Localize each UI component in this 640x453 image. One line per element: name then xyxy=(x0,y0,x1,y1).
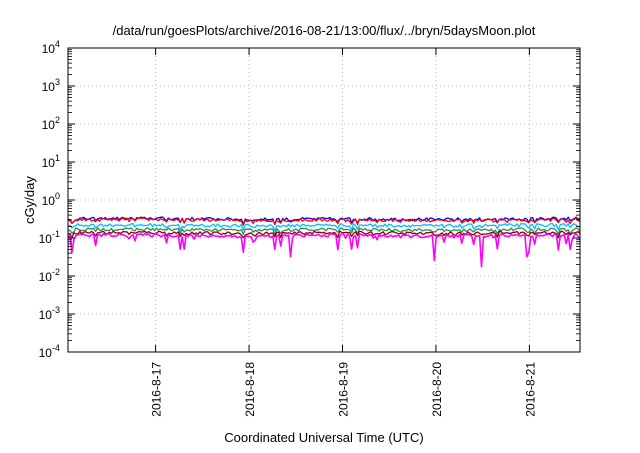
y-tick-exponent: 4 xyxy=(55,39,60,49)
y-tick-exponent: 0 xyxy=(55,191,60,201)
series-line xyxy=(67,227,581,236)
y-tick-exponent: -4 xyxy=(52,343,60,353)
grid xyxy=(68,48,580,352)
series-line xyxy=(67,217,581,226)
y-tick-exponent: 2 xyxy=(55,115,60,125)
y-tick-label: 10-1 xyxy=(39,229,60,246)
y-tick-exponent: -1 xyxy=(52,229,60,239)
y-tick-base: 10 xyxy=(42,42,56,56)
y-tick-base: 10 xyxy=(42,194,56,208)
series-line xyxy=(67,222,581,232)
y-tick-base: 10 xyxy=(42,80,56,94)
y-tick-label: 10-4 xyxy=(39,343,60,360)
y-tick-base: 10 xyxy=(42,156,56,170)
y-tick-label: 104 xyxy=(42,39,60,56)
y-tick-exponent: 3 xyxy=(55,77,60,87)
chart-title: /data/run/goesPlots/archive/2016-08-21/1… xyxy=(113,23,536,38)
y-tick-exponent: -3 xyxy=(52,305,60,315)
x-axis-label: Coordinated Universal Time (UTC) xyxy=(224,430,423,445)
x-tick-label: 2016-8-18 xyxy=(243,362,257,417)
y-tick-base: 10 xyxy=(42,118,56,132)
y-axis-label: cGy/day xyxy=(22,176,37,224)
y-tick-base: 10 xyxy=(39,308,53,322)
y-tick-label: 100 xyxy=(42,191,60,208)
y-tick-label: 103 xyxy=(42,77,60,94)
x-tick-label: 2016-8-17 xyxy=(150,362,164,417)
y-tick-base: 10 xyxy=(39,232,53,246)
y-tick-exponent: -2 xyxy=(52,267,60,277)
y-tick-exponent: 1 xyxy=(55,153,60,163)
y-tick-label: 10-2 xyxy=(39,267,60,284)
y-tick-label: 101 xyxy=(42,153,60,170)
y-tick-base: 10 xyxy=(39,346,53,360)
series-layer xyxy=(67,216,581,268)
y-tick-label: 102 xyxy=(42,115,60,132)
y-tick-label: 10-3 xyxy=(39,305,60,322)
x-axis-ticks: 2016-8-17 2016-8-18 2016-8-19 2016-8-20 2016… xyxy=(150,48,537,417)
x-tick-label: 2016-8-20 xyxy=(430,362,444,417)
series-line xyxy=(67,230,581,239)
y-tick-base: 10 xyxy=(39,270,53,284)
x-tick-label: 2016-8-19 xyxy=(336,362,350,417)
x-tick-label: 2016-8-21 xyxy=(523,362,537,417)
series-line xyxy=(67,232,581,268)
